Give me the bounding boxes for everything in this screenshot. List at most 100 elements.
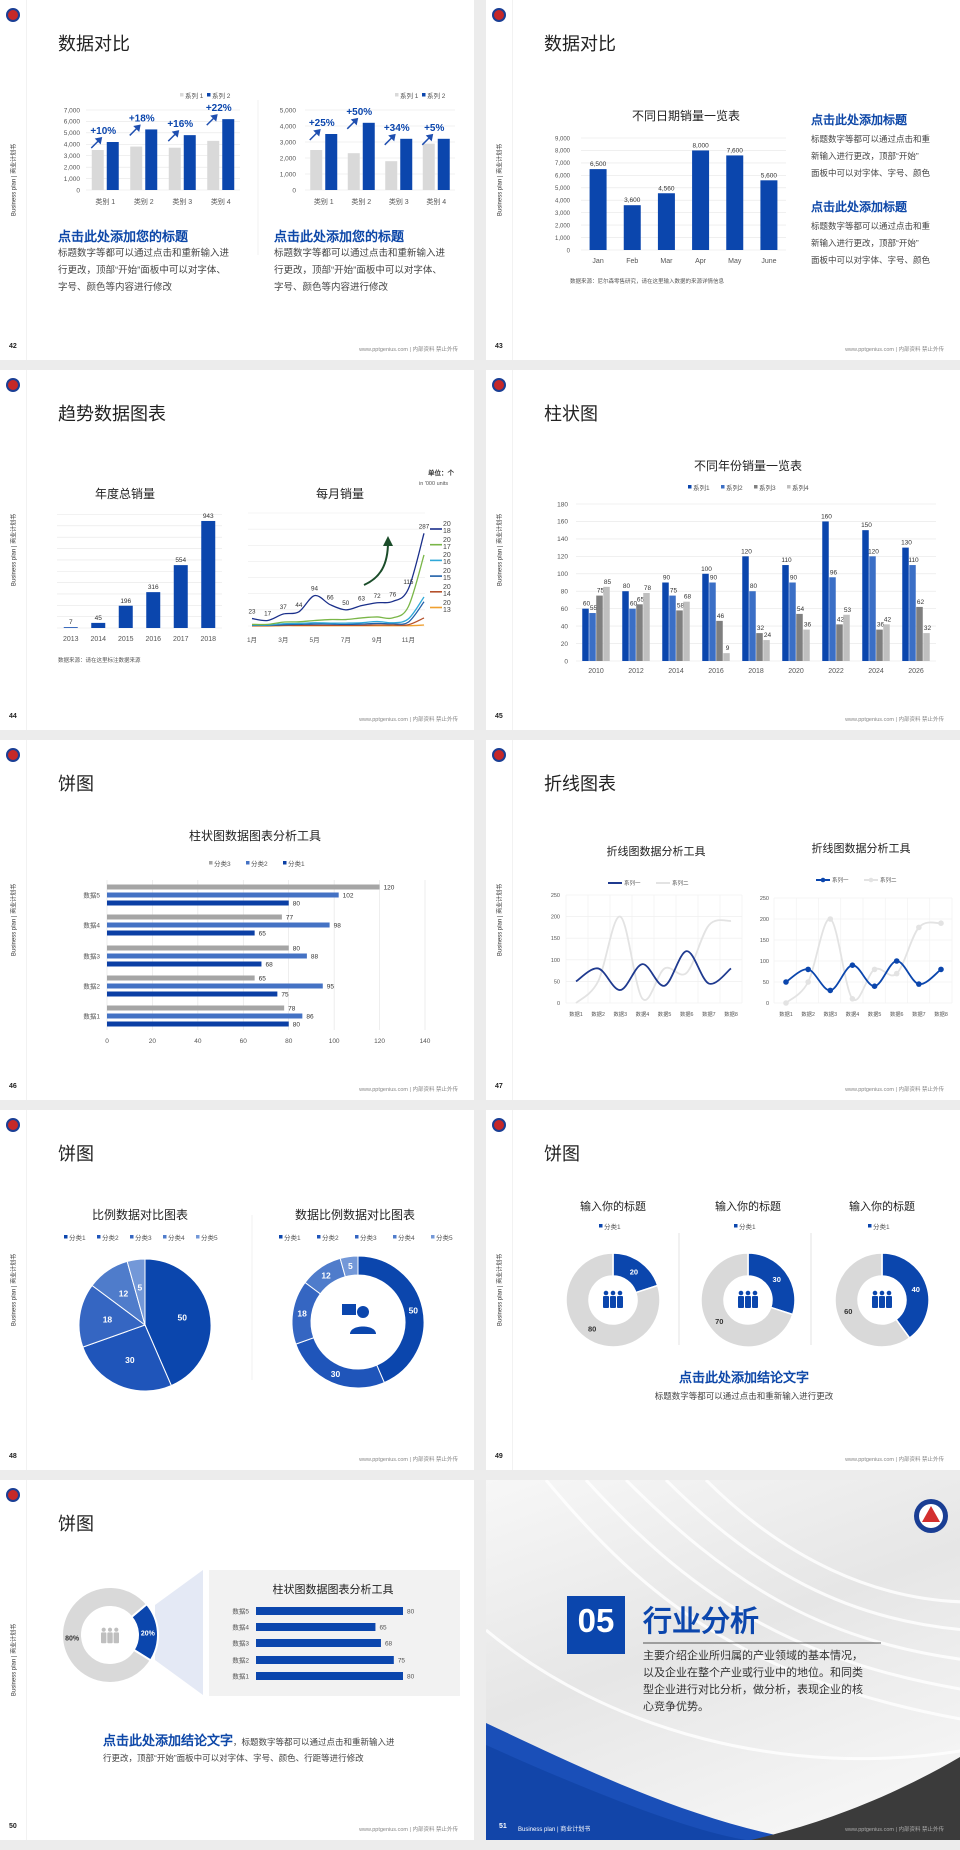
legend-swatch [246, 861, 250, 865]
page-number: 42 [9, 343, 17, 350]
slide-45[interactable]: Business plan | 商业计划书 柱状图 不同年份销量一览表 系列1 系列… [486, 370, 960, 730]
bar [201, 520, 216, 628]
y-tick-label: 0 [766, 1001, 769, 1007]
data-label: 98 [334, 923, 342, 930]
person-head [752, 1290, 758, 1296]
slide-42[interactable]: Business plan | 商业计划书 数据对比 0 1,000 2,000 3,… [0, 0, 474, 360]
person-head [879, 1290, 885, 1296]
person-body [886, 1296, 892, 1308]
data-label: 90 [663, 575, 671, 582]
pie-slice [295, 1337, 385, 1389]
person-head [745, 1290, 751, 1296]
x-tick-label: 类别 1 [95, 197, 115, 206]
data-label: 53 [844, 607, 852, 614]
section-description: 主要介绍企业所归属的产业领域的基本情况， 以及企业在整个产业或行业中的地位。和同… [643, 1648, 863, 1716]
bar [782, 565, 789, 661]
bar [107, 884, 380, 890]
data-point [849, 962, 856, 968]
block-heading[interactable]: 点击此处添加标题 [811, 113, 908, 127]
x-tick-label: 2024 [868, 668, 884, 675]
slide-44[interactable]: Business plan | 商业计划书 趋势数据图表 年度总销量 2013 7 2… [0, 370, 474, 730]
bar [107, 930, 255, 936]
data-label: 75 [281, 992, 289, 999]
conclusion-heading[interactable]: 点击此处添加结论文字 [103, 1733, 234, 1748]
legend-label: 系列 1 [185, 91, 204, 100]
data-point [871, 966, 878, 973]
body-line: 型企业进行对比分析，做分析，表现企业的核 [643, 1684, 863, 1696]
data-label: 150 [861, 522, 872, 529]
slide-43[interactable]: Business plan | 商业计划书 数据对比 不同日期销量一览表 0 1,0… [486, 0, 960, 360]
person-body [752, 1296, 758, 1308]
bar [789, 582, 796, 661]
data-label: 115 [403, 579, 414, 586]
chart-title: 折线图数据分析工具 [812, 841, 911, 855]
page-number: 45 [495, 713, 503, 720]
bar [916, 606, 923, 661]
data-point [871, 983, 878, 989]
bar [347, 153, 360, 190]
page-title: 柱状图 [544, 404, 598, 424]
data-label: 46 [717, 613, 725, 620]
y-tick-label: 数据3 [83, 952, 100, 961]
x-tick-label: 数据2 [591, 1010, 605, 1018]
slide-42-charts: 0 1,000 2,000 3,000 4,000 5,000 6,000 7,000 类别 1… [64, 91, 455, 255]
y-tick-label: 100 [760, 959, 769, 965]
conclusion-body: 标题数字等都可以通过点击和重新输入进行更改 [654, 1391, 834, 1401]
data-label: 65 [637, 596, 645, 603]
conclusion-body: ，标题数字等都可以通过点击和重新输入进 [233, 1737, 395, 1747]
x-tick-label: May [728, 258, 742, 265]
x-tick-label: 2026 [908, 668, 924, 675]
slide-46[interactable]: Business plan | 商业计划书 饼图 柱状图数据图表分析工具 分类3 分… [0, 740, 474, 1100]
bar [843, 614, 850, 661]
data-label: 75 [398, 1658, 406, 1665]
data-label: 65 [259, 976, 267, 983]
page-number: 50 [9, 1823, 17, 1830]
legend-label: 系列 2 [427, 91, 446, 100]
x-tick-label: 20 [149, 1038, 157, 1045]
data-label: 24 [764, 632, 772, 639]
chart-title: 每月销量 [316, 486, 364, 501]
legend-label: 系列3 [759, 483, 776, 492]
legend-label: 系列一 [624, 879, 641, 887]
x-tick-label: 数据8 [934, 1010, 948, 1018]
bar [883, 624, 890, 661]
person-head-icon [357, 1306, 369, 1318]
x-tick-label: 60 [240, 1038, 248, 1045]
right-heading[interactable]: 点击此处添加您的标题 [274, 229, 405, 244]
slide-51[interactable]: 05 行业分析 主要介绍企业所归属的产业领域的基本情况， 以及企业在整个产业或行… [486, 1480, 960, 1840]
legend-label: 分类2 [251, 859, 268, 868]
bar [796, 613, 803, 661]
legend-swatch [787, 485, 791, 489]
slide-50[interactable]: Business plan | 商业计划书 饼图 20% 80% 柱状图数据图表分析… [0, 1480, 474, 1840]
slice-label: 20 [630, 1267, 638, 1276]
legend-label: 分类1 [873, 1222, 890, 1231]
legend-marker [868, 877, 874, 883]
block-heading[interactable]: 点击此处添加标题 [811, 200, 908, 214]
slide-49[interactable]: Business plan | 商业计划书 饼图 输入你的标题 分类1 20 80 输入… [486, 1110, 960, 1470]
data-label: 68 [684, 594, 692, 601]
y-tick-label: 0 [567, 248, 571, 254]
data-label: 42 [837, 616, 845, 623]
background-curves [486, 1480, 960, 1761]
divider [26, 740, 27, 1100]
left-heading[interactable]: 点击此处添加您的标题 [58, 229, 189, 244]
bar [709, 582, 716, 661]
growth-arrow-icon [309, 129, 321, 141]
body-line: 行更改，顶部“开始”面板中可以对字体、 [274, 265, 442, 276]
data-point [938, 920, 944, 926]
bar [107, 1013, 303, 1019]
x-tick-label: 2018 [200, 636, 216, 643]
bar [422, 143, 435, 190]
conclusion-heading[interactable]: 点击此处添加结论文字 [678, 1370, 809, 1385]
legend-label: 2015 [443, 568, 451, 583]
y-tick-label: 数据1 [232, 1672, 249, 1681]
slide-47[interactable]: Business plan | 商业计划书 折线图表 折线图数据分析工具 系列一系… [486, 740, 960, 1100]
footer-left: Business plan | 商业计划书 [518, 1827, 591, 1833]
x-tick-label: 类别 3 [389, 197, 409, 206]
slide-48[interactable]: Business plan | 商业计划书 饼图 比例数据对比图表 分类1 分类2 分… [0, 1110, 474, 1470]
logo-icon [492, 748, 506, 762]
bar [723, 653, 730, 661]
logo-icon [6, 1118, 20, 1132]
divider [26, 1480, 27, 1840]
